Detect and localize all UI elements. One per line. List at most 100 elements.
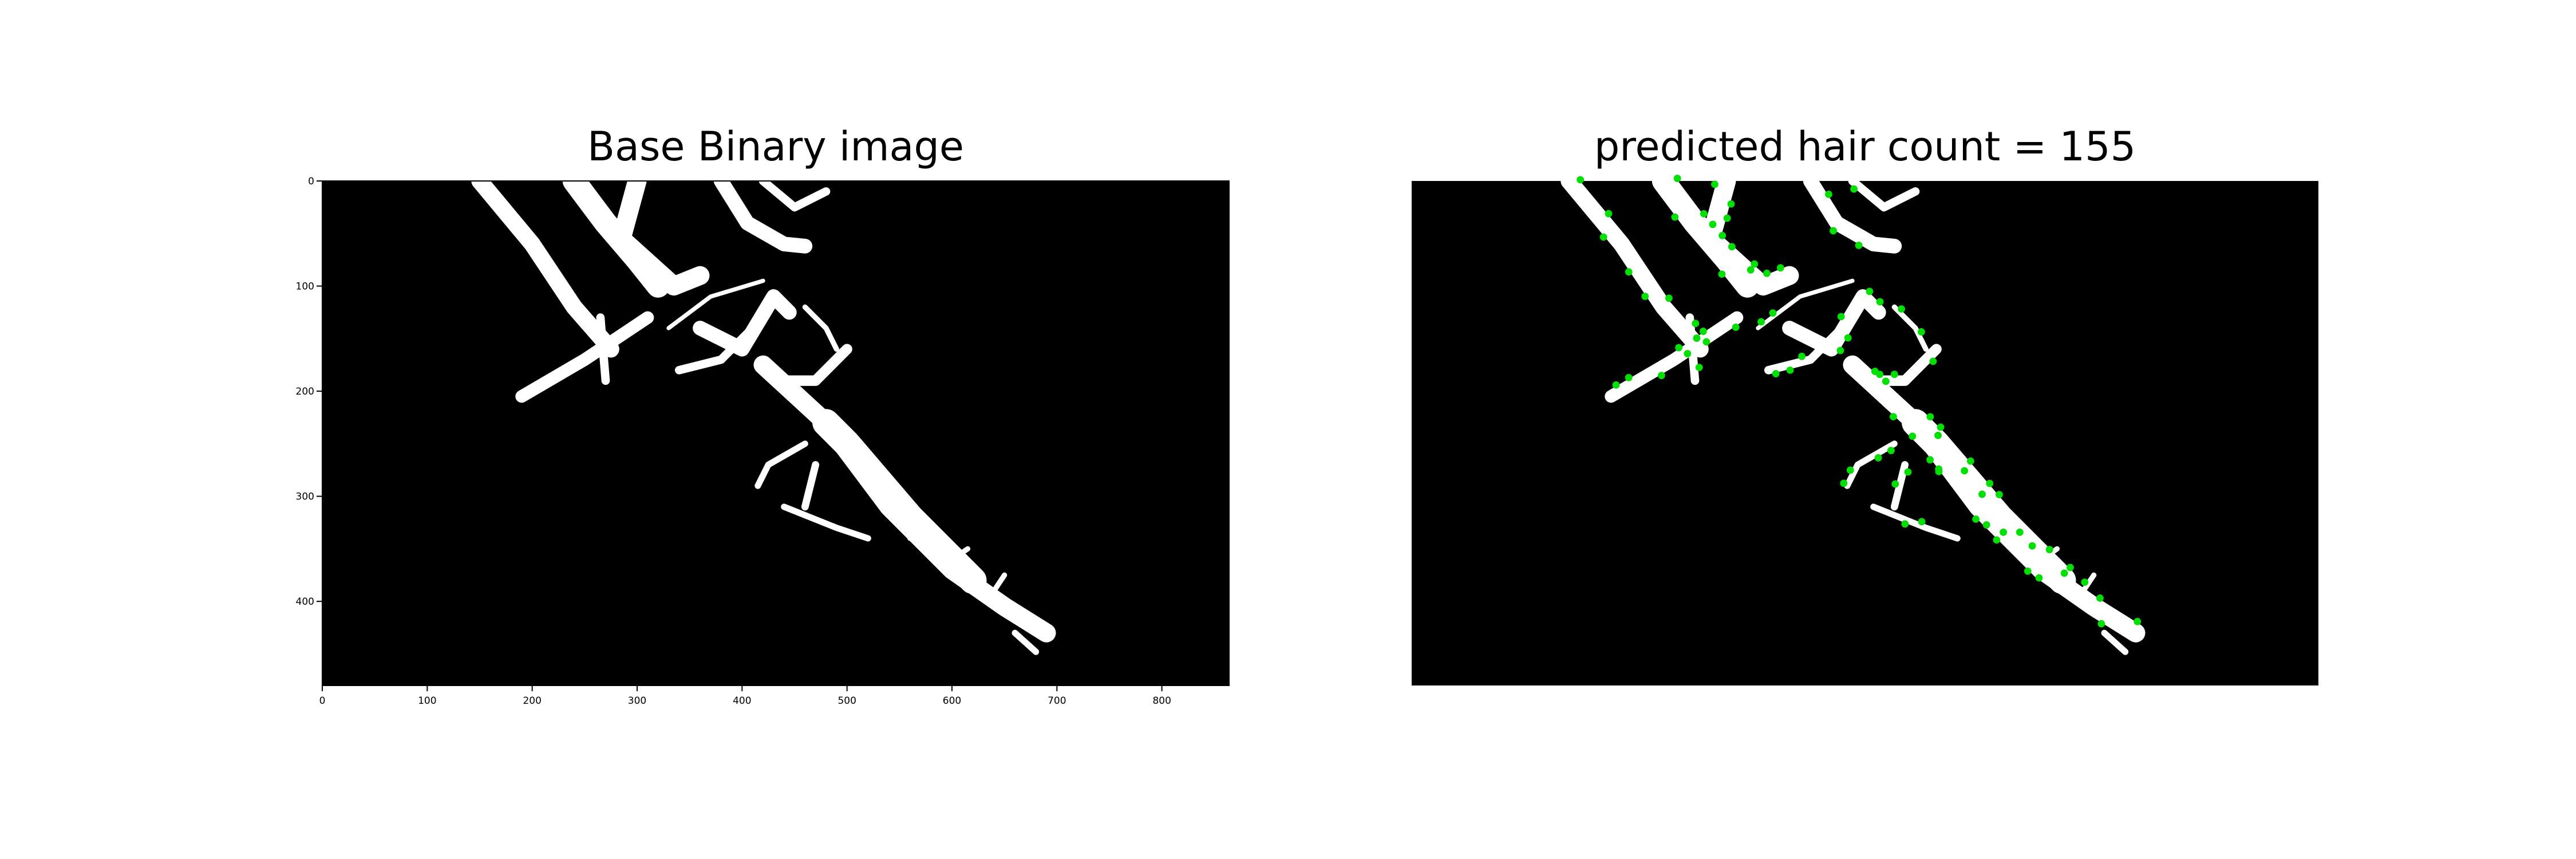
- hair-detection: [1840, 479, 1848, 487]
- hair-detection: [1699, 328, 1707, 335]
- hair-detection: [1837, 313, 1845, 321]
- image-background: [1412, 181, 2318, 685]
- hair-detection: [1693, 334, 1701, 342]
- hair-detection: [1786, 366, 1794, 374]
- hair-detection: [1776, 264, 1784, 272]
- hair-detection: [1732, 323, 1740, 331]
- hair-detection: [1874, 454, 1882, 462]
- hair-detection: [1577, 176, 1585, 184]
- hair-detection: [1898, 305, 1906, 313]
- hair-detection: [2067, 564, 2074, 572]
- hair-detection: [1658, 372, 1665, 380]
- hair-detection: [1876, 298, 1884, 306]
- panel-title: predicted hair count = 155: [1594, 123, 2136, 170]
- hair-detection: [1599, 233, 1607, 241]
- hair-detection: [1718, 231, 1726, 239]
- hair-detection: [1798, 352, 1805, 360]
- panel-title: Base Binary image: [587, 123, 964, 170]
- hair-detection: [1718, 270, 1726, 278]
- hair-detection: [1723, 214, 1731, 222]
- hair-detection: [1836, 346, 1844, 354]
- hair-detection: [2134, 617, 2142, 625]
- x-tick-label: 100: [418, 695, 436, 707]
- hair-detection: [1887, 447, 1895, 455]
- hair-detection: [1891, 480, 1899, 488]
- hair-detection: [1937, 423, 1945, 431]
- y-tick-label: 300: [296, 491, 314, 503]
- hair-detection: [2000, 528, 2008, 536]
- hair-detection: [1935, 465, 1943, 473]
- y-tick-label: 100: [296, 281, 314, 293]
- hair-detection: [1625, 268, 1633, 276]
- hair-detection: [1844, 334, 1852, 342]
- hair-detection: [2060, 569, 2068, 577]
- hair-detection: [1728, 243, 1736, 251]
- hair-detection: [1772, 370, 1780, 378]
- hair-detection: [1711, 180, 1718, 188]
- hair-detection: [1709, 220, 1717, 228]
- x-tick-label: 700: [1048, 695, 1066, 707]
- hair-detection: [1882, 377, 1890, 385]
- hair-detection: [1889, 413, 1897, 421]
- hair-detection: [1929, 357, 1937, 365]
- x-tick-label: 200: [523, 695, 541, 707]
- image-background: [322, 181, 1229, 685]
- hair-detection: [1684, 350, 1692, 357]
- hair-detection: [1850, 185, 1858, 193]
- axes-frame: [322, 180, 1230, 686]
- x-tick-label: 300: [628, 695, 646, 707]
- hair-detection: [2045, 546, 2053, 553]
- x-tick-label: 600: [943, 695, 961, 707]
- hair-detection: [1612, 381, 1620, 389]
- hair-detection: [1675, 344, 1683, 352]
- hair-detection: [1918, 328, 1925, 336]
- hair-detection: [1692, 320, 1700, 328]
- hair-detection: [1769, 309, 1777, 317]
- x-tick-label: 500: [837, 695, 856, 707]
- x-tick-label: 0: [319, 695, 326, 707]
- hair-detection: [1986, 479, 1994, 487]
- hair-detection: [1996, 491, 2003, 499]
- y-tick-label: 200: [296, 386, 314, 397]
- hair-detection: [1695, 364, 1703, 372]
- hair-detection: [2028, 542, 2036, 550]
- hair-detection: [1747, 266, 1755, 274]
- hair-detection: [1978, 490, 1986, 498]
- hair-detection: [1702, 338, 1710, 346]
- hair-detection: [2081, 578, 2089, 586]
- hair-detection: [1961, 467, 1969, 475]
- hair-detection: [1918, 518, 1926, 526]
- hair-detection: [1909, 432, 1917, 440]
- x-tick-label: 400: [733, 695, 751, 707]
- hair-detection: [1926, 456, 1934, 464]
- hair-detection: [1855, 241, 1863, 249]
- hair-detection: [1665, 294, 1673, 302]
- hair-detection: [1641, 293, 1649, 301]
- hair-detection: [1605, 210, 1613, 218]
- hair-detection: [1926, 413, 1934, 421]
- y-tick-label: 0: [308, 176, 314, 187]
- hair-detection: [1671, 213, 1679, 221]
- hair-detection: [1876, 371, 1884, 379]
- hair-detection: [2096, 594, 2104, 602]
- hair-detection: [1846, 466, 1854, 474]
- hair-detection: [1982, 521, 1990, 529]
- hair-detection: [2024, 567, 2032, 575]
- hair-detection: [1757, 318, 1765, 326]
- hair-detection: [1727, 200, 1735, 208]
- y-tick-label: 400: [296, 596, 314, 608]
- hair-detection: [1625, 373, 1633, 381]
- hair-detection: [1763, 269, 1771, 277]
- hair-detection: [1966, 457, 1974, 465]
- hair-detection: [1700, 210, 1708, 218]
- hair-detection: [1890, 371, 1898, 379]
- hair-detection: [1934, 431, 1942, 439]
- hair-detection: [1993, 536, 2001, 544]
- hair-detection: [1972, 515, 1980, 523]
- hair-detection: [2035, 574, 2043, 582]
- hair-detection: [1901, 520, 1909, 528]
- hair-detection: [1904, 468, 1912, 476]
- hair-detection: [2016, 528, 2024, 536]
